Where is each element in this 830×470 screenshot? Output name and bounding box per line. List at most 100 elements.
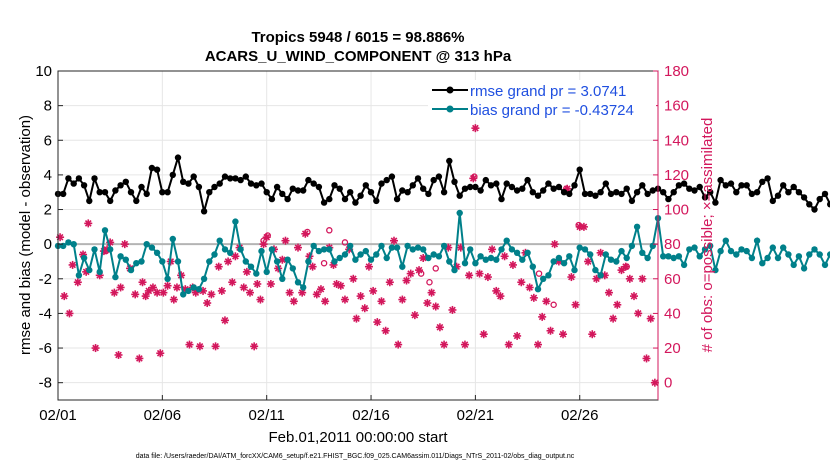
plot-frame [57, 70, 659, 401]
obs-assimilated-marker [141, 292, 150, 301]
obs-marker-stroke [597, 249, 604, 257]
bias-point [326, 246, 333, 253]
obs-possible-marker [260, 237, 267, 244]
grid-layer [57, 70, 658, 400]
rmse-point [414, 175, 422, 182]
bias-point [524, 249, 531, 256]
obs-assimilated-marker [316, 285, 325, 294]
obs-assimilated-marker [513, 331, 522, 340]
rmse-point [743, 182, 750, 189]
bias-point [174, 258, 182, 265]
rmse-point [607, 190, 615, 198]
obs-marker-stroke [369, 287, 377, 295]
bias-point [456, 209, 463, 217]
bias-point [550, 258, 557, 265]
rmse-point [686, 185, 693, 192]
bias-point [388, 244, 396, 251]
obs-assimilated-marker [217, 286, 226, 295]
rmse-point [107, 197, 114, 205]
obs-assimilated-marker [448, 305, 457, 314]
obs-assimilated-marker [91, 344, 100, 353]
bias-point [811, 246, 818, 253]
rmse-point [75, 175, 83, 182]
rmse-point [190, 173, 197, 180]
obs-assimilated-marker [460, 340, 469, 349]
bias-point [367, 256, 375, 263]
obs-assimilated-marker [285, 288, 294, 297]
bias-point [602, 251, 609, 258]
bias-point [628, 242, 636, 250]
obs-marker-stroke [286, 289, 294, 297]
rmse-point [284, 195, 291, 203]
rmse-point [86, 197, 93, 205]
bias-point [743, 247, 750, 255]
obs-assimilated-marker [427, 288, 436, 297]
bias-point [65, 239, 72, 246]
obs-marker-stroke [542, 297, 550, 305]
rmse-point [373, 197, 380, 205]
obs-assimilated-marker [646, 314, 655, 323]
obs-marker-stroke [407, 270, 415, 277]
obs-assimilated-marker [410, 311, 419, 320]
obs-assimilated-marker [308, 262, 317, 271]
obs-marker-stroke [228, 278, 236, 286]
obs-assimilated-marker [68, 260, 77, 269]
obs-marker-stroke [333, 280, 340, 288]
obs-assimilated-marker [534, 340, 542, 349]
obs-assimilated-marker [281, 236, 290, 245]
y-left-tick-label: -2 [39, 271, 52, 288]
bias-point [795, 253, 803, 260]
rmse-point [555, 183, 563, 191]
x-tick-label: 02/21 [457, 407, 495, 424]
obs-marker-stroke [257, 296, 264, 303]
bias-point [780, 244, 787, 251]
obs-marker-stroke [568, 273, 575, 281]
obs-assimilated-marker [159, 288, 168, 297]
rmse-point [237, 176, 244, 184]
y-axis-left-ticks: 10 8 6 4 2 0 -2 -4 -6 -8 [35, 63, 63, 392]
rmse-point [65, 175, 72, 182]
rmse-point [383, 176, 390, 184]
obs-marker-stroke [246, 289, 254, 297]
obs-assimilated-marker [231, 252, 240, 261]
bias-point [440, 242, 448, 250]
rmse-point [326, 195, 333, 203]
y-axis-right-label: # of obs: o=possible; ×=assimilated [699, 118, 716, 353]
obs-assimilated-marker [517, 278, 526, 287]
rmse-point [289, 185, 296, 192]
y-right-tick-label: 100 [664, 202, 689, 219]
rmse-point [357, 192, 364, 199]
obs-marker-stroke [317, 285, 325, 293]
obs-assimilated-marker [394, 340, 403, 349]
bias-point [420, 246, 427, 253]
rmse-point [597, 189, 604, 196]
rmse-point [117, 182, 124, 189]
obs-marker-stroke [526, 284, 534, 291]
obs-assimilated-marker [138, 278, 147, 287]
y-right-tick-label: 180 [664, 63, 689, 80]
obs-marker-stroke [501, 252, 508, 260]
obs-marker-stroke [290, 297, 298, 305]
bias-point [821, 261, 829, 269]
rmse-point [425, 190, 432, 198]
bias-point [738, 246, 745, 253]
rmse-point [503, 180, 510, 187]
obs-marker-stroke [139, 278, 146, 286]
bias-point [122, 256, 129, 263]
obs-marker-stroke [250, 342, 258, 350]
obs-assimilated-marker [228, 278, 237, 287]
obs-marker-stroke [492, 287, 500, 295]
rmse-point [795, 189, 803, 196]
bias-point [273, 258, 281, 265]
rmse-point [169, 171, 176, 179]
obs-possible-marker [471, 173, 478, 180]
rmse-point [258, 180, 265, 187]
bias-point [221, 246, 229, 253]
bias-point [409, 246, 416, 253]
obs-assimilated-marker [364, 262, 373, 271]
rmse-point [816, 195, 823, 203]
rmse-point [733, 189, 740, 196]
obs-assimilated-marker [156, 349, 165, 358]
obs-assimilated-marker [546, 326, 555, 335]
rmse-point [315, 183, 323, 191]
